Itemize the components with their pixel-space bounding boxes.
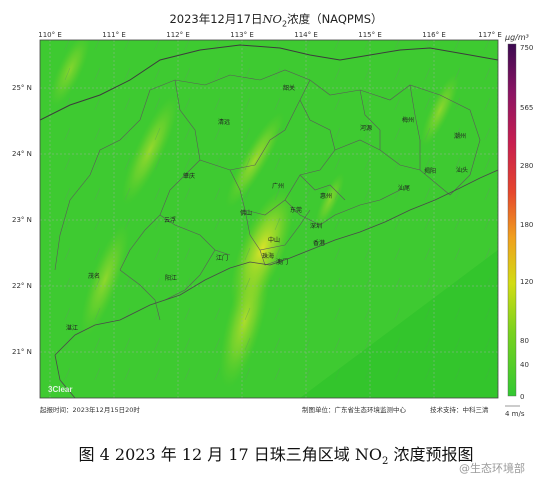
colorbar-ticks: 750 565 280 180 120 80 40 0 xyxy=(520,44,533,401)
caption-prefix: 图 4 2023 年 12 月 17 日珠三角区域 NO xyxy=(78,445,382,464)
city-label: 佛山 xyxy=(240,209,252,217)
lon-label: 113° E xyxy=(230,31,254,39)
city-label: 中山 xyxy=(268,236,280,244)
city-label: 茂名 xyxy=(88,272,100,280)
colorbar-unit: μg/m³ xyxy=(505,33,529,42)
coastline xyxy=(54,169,498,356)
city-label: 湛江 xyxy=(66,325,78,332)
colorbar-tick: 180 xyxy=(520,221,533,229)
title-rest: 浓度（NAQPMS） xyxy=(287,12,383,26)
city-label: 东莞 xyxy=(290,206,302,214)
lat-label: 24° N xyxy=(12,150,32,158)
lon-label: 115° E xyxy=(358,31,382,39)
lon-label: 117° E xyxy=(478,31,502,39)
lat-label: 21° N xyxy=(12,348,32,356)
map-title: 2023年12月17日NO2浓度（NAQPMS） xyxy=(0,11,552,28)
lon-label: 111° E xyxy=(102,31,126,39)
city-label: 香港 xyxy=(313,239,325,247)
colorbar-tick: 120 xyxy=(520,278,533,286)
watermark: @生态环境部 xyxy=(459,462,525,475)
graticule xyxy=(40,40,498,398)
caption-sub: 2 xyxy=(381,456,389,468)
colorbar-tick: 0 xyxy=(520,393,524,401)
city-label: 汕尾 xyxy=(398,184,410,192)
city-label: 汕头 xyxy=(456,166,468,174)
province-border xyxy=(40,44,498,121)
issue-time: 起报时间：2023年12月15日20时 xyxy=(40,406,140,414)
prefecture-borders xyxy=(54,69,481,321)
lon-labels: 110° E 111° E 112° E 113° E 114° E 115° … xyxy=(38,31,502,39)
city-label: 阳江 xyxy=(165,274,177,282)
city-label: 深圳 xyxy=(310,222,322,230)
title-pollutant: NO xyxy=(262,12,282,26)
colorbar-tick: 750 xyxy=(520,44,533,52)
lat-label: 22° N xyxy=(12,282,32,290)
city-label: 韶关 xyxy=(283,84,295,92)
colorbar-tick: 565 xyxy=(520,104,533,112)
tech-support: 技术支持：中科三清 xyxy=(430,406,489,414)
city-label: 澳门 xyxy=(276,258,288,266)
city-label: 惠州 xyxy=(320,192,332,200)
city-label: 潮州 xyxy=(454,132,466,140)
colorbar xyxy=(507,43,517,397)
city-label: 清远 xyxy=(218,118,230,126)
city-label: 广州 xyxy=(272,182,284,190)
lat-labels: 25° N 24° N 23° N 22° N 21° N xyxy=(12,84,32,356)
city-label: 肇庆 xyxy=(183,172,195,180)
lat-label: 25° N xyxy=(12,84,32,92)
map-frame xyxy=(39,39,499,399)
city-label: 云浮 xyxy=(164,216,176,224)
city-label: 揭阳 xyxy=(424,167,436,175)
city-label: 江门 xyxy=(216,254,228,262)
figure-caption: 图 4 2023 年 12 月 17 日珠三角区域 NO2 浓度预报图 xyxy=(0,441,552,467)
caption-suffix: 浓度预报图 xyxy=(388,445,474,464)
title-subscript: 2 xyxy=(281,19,288,29)
map-maker: 制图单位：广东省生态环境监测中心 xyxy=(302,406,406,414)
lat-label: 23° N xyxy=(12,216,32,224)
city-label: 珠海 xyxy=(262,252,274,260)
lon-label: 112° E xyxy=(166,31,190,39)
colorbar-tick: 40 xyxy=(520,361,529,369)
wind-scale-label: 4 m/s xyxy=(505,410,525,418)
brand-logo: 3Clear xyxy=(48,385,72,394)
title-date: 2023年12月17日 xyxy=(169,12,263,26)
lon-label: 116° E xyxy=(422,31,446,39)
colorbar-tick: 280 xyxy=(520,162,533,170)
city-label: 梅州 xyxy=(402,116,414,124)
concentration-field xyxy=(40,40,498,398)
city-label: 河源 xyxy=(360,124,372,132)
lon-label: 110° E xyxy=(38,31,62,39)
city-labels: 韶关 清远 河源 梅州 潮州 肇庆 广州 惠州 揭阳 汕头 汕尾 云浮 佛山 东… xyxy=(66,84,468,332)
colorbar-tick: 80 xyxy=(520,337,529,345)
lon-label: 114° E xyxy=(294,31,318,39)
